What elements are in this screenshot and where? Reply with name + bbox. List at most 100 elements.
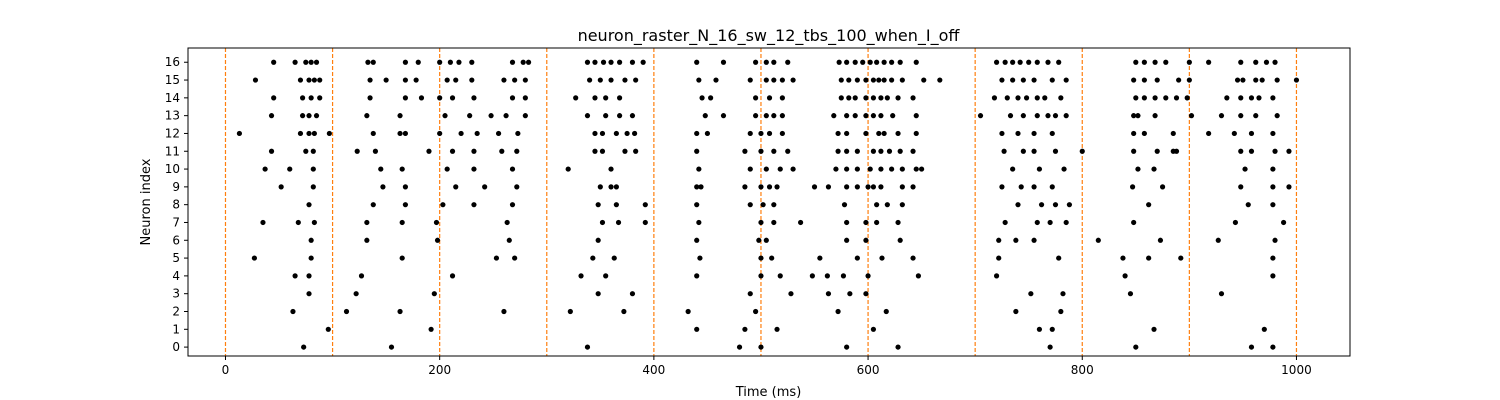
spike-point xyxy=(758,219,764,226)
spike-point xyxy=(847,291,853,297)
spike-point xyxy=(1058,308,1064,315)
spike-point xyxy=(449,273,456,279)
spike-point xyxy=(426,148,432,154)
spike-point xyxy=(310,148,316,154)
spike-point xyxy=(996,237,1002,243)
spike-point xyxy=(469,59,475,65)
spike-point xyxy=(402,130,409,137)
spike-point xyxy=(565,166,571,172)
spike-point xyxy=(597,77,603,83)
spike-point xyxy=(599,148,606,154)
spike-point xyxy=(694,148,700,154)
spike-point xyxy=(592,130,598,137)
y-tick-label: 13 xyxy=(165,109,180,123)
spike-point xyxy=(1013,308,1019,315)
spike-point xyxy=(777,273,783,279)
spike-point xyxy=(584,344,591,350)
spike-point xyxy=(779,130,785,137)
spike-point xyxy=(299,113,306,119)
spike-point xyxy=(624,130,630,137)
spike-point xyxy=(1151,326,1157,332)
spike-point xyxy=(1146,202,1152,208)
spike-point xyxy=(306,273,312,279)
spike-point xyxy=(1031,148,1037,154)
spike-point xyxy=(262,166,268,172)
spike-point xyxy=(884,202,890,208)
spike-point xyxy=(370,130,376,137)
spike-point xyxy=(758,344,764,350)
spike-point xyxy=(788,291,794,297)
spike-point xyxy=(889,59,895,65)
spike-point xyxy=(844,130,850,137)
spike-point xyxy=(1163,59,1169,65)
spike-point xyxy=(629,113,636,119)
spike-point xyxy=(865,184,871,190)
spike-point xyxy=(1141,95,1147,101)
spike-point xyxy=(1152,113,1158,119)
spike-point xyxy=(771,59,777,65)
x-tick-label: 400 xyxy=(642,363,665,377)
y-tick-label: 11 xyxy=(165,144,180,158)
spike-point xyxy=(306,291,312,297)
spike-point xyxy=(354,148,360,154)
spike-point xyxy=(515,130,521,137)
spike-point xyxy=(999,130,1005,137)
spike-point xyxy=(1127,291,1134,297)
y-tick-label: 15 xyxy=(165,73,180,87)
spike-point xyxy=(825,184,832,190)
spike-point xyxy=(831,113,837,119)
spike-point xyxy=(567,308,573,315)
spike-point xyxy=(1141,130,1147,137)
spike-point xyxy=(413,77,419,83)
spike-point xyxy=(720,113,727,119)
spike-point xyxy=(1049,130,1055,137)
plot-frame xyxy=(187,47,1351,357)
spike-point xyxy=(1270,166,1276,172)
spike-point xyxy=(444,77,450,83)
spike-point xyxy=(1004,95,1010,101)
spike-point xyxy=(1270,184,1276,190)
spike-point xyxy=(306,77,312,83)
spike-point xyxy=(921,77,927,83)
spike-point xyxy=(771,148,777,154)
y-tick-label: 4 xyxy=(172,269,180,283)
spike-point xyxy=(301,344,307,350)
spike-point xyxy=(1157,237,1164,243)
spike-point xyxy=(878,184,884,190)
spike-point xyxy=(1238,184,1244,190)
spike-point xyxy=(895,219,901,226)
spike-point xyxy=(397,130,403,137)
spike-point xyxy=(685,308,691,315)
spike-point xyxy=(471,148,477,154)
spike-point xyxy=(713,77,719,83)
spike-point xyxy=(1047,344,1053,350)
spike-point xyxy=(913,166,919,172)
spike-point xyxy=(1184,95,1190,101)
spike-point xyxy=(785,59,791,65)
x-tick-label: 1000 xyxy=(1281,363,1312,377)
spike-point xyxy=(297,130,304,137)
spike-point xyxy=(863,237,869,243)
spike-point xyxy=(308,59,314,65)
spike-point xyxy=(621,308,627,315)
spike-point xyxy=(292,59,298,65)
spike-points xyxy=(236,59,1300,350)
spike-point xyxy=(899,166,905,172)
spike-point xyxy=(1018,184,1024,190)
spike-point xyxy=(453,184,459,190)
spike-point xyxy=(817,255,823,261)
spike-point xyxy=(884,95,890,101)
spike-point xyxy=(895,95,901,101)
stimulus-lines xyxy=(224,48,1298,356)
spike-point xyxy=(1131,148,1137,154)
spike-point xyxy=(584,113,591,119)
spike-point xyxy=(358,273,365,279)
spike-point xyxy=(1031,237,1037,243)
spike-point xyxy=(509,202,516,208)
spike-point xyxy=(835,148,841,154)
spike-point xyxy=(603,95,609,101)
spike-point xyxy=(603,113,609,119)
spike-point xyxy=(1020,113,1026,119)
spike-point xyxy=(993,273,1000,279)
spike-point xyxy=(881,77,887,83)
